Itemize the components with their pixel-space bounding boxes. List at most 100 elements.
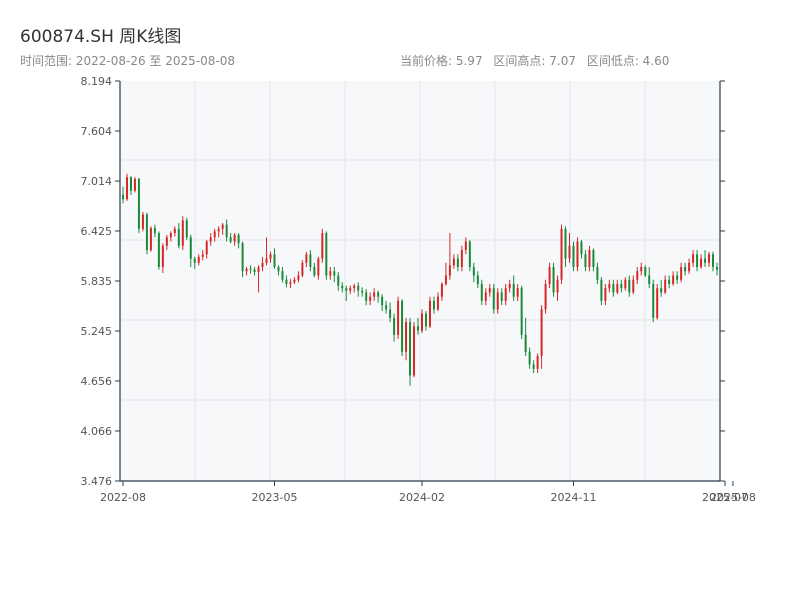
candle-body (492, 288, 495, 310)
candle-body (253, 269, 256, 273)
candle-body (409, 322, 412, 376)
candle-body (313, 267, 316, 276)
axes: 3.476 4.066 4.656 5.245 5.835 6.425 7.014 7.604… (81, 75, 756, 504)
candle-body (544, 283, 547, 310)
candle-body (201, 254, 204, 257)
candle-body (353, 285, 356, 289)
candle (341, 282, 344, 293)
candle (313, 262, 316, 278)
candle-body (221, 224, 224, 229)
candle-body (564, 228, 567, 259)
candle-body (233, 234, 236, 242)
candle (612, 279, 615, 297)
candle (436, 292, 439, 312)
candle (257, 265, 260, 293)
candle (620, 279, 623, 293)
candle-body (440, 283, 443, 297)
candle-body (668, 279, 671, 284)
candle (225, 219, 228, 242)
candle-body (257, 267, 260, 273)
candle-body (153, 228, 156, 234)
candle-body (197, 256, 200, 263)
candle (373, 288, 376, 301)
candle (333, 267, 336, 283)
candle-body (516, 288, 519, 297)
grid-lines (120, 81, 720, 481)
candle-body (648, 275, 651, 284)
candle (149, 226, 152, 252)
candle (532, 360, 535, 373)
candle (229, 233, 232, 244)
candles (122, 173, 718, 386)
candle-body (500, 292, 503, 301)
candle (349, 285, 352, 295)
candle-body (293, 279, 296, 283)
candle-body (333, 271, 336, 276)
candle-body (177, 228, 180, 246)
candle (357, 282, 360, 297)
y-tick-label: 4.066 (81, 425, 113, 438)
candle (664, 275, 667, 295)
candle-body (692, 254, 695, 263)
candle (480, 279, 483, 306)
candle (700, 254, 703, 269)
candle-body (249, 268, 252, 270)
candle (684, 262, 687, 276)
y-tick-label: 4.656 (81, 375, 113, 388)
candle-body (129, 177, 132, 191)
candle (624, 277, 627, 291)
candle-body (281, 271, 284, 280)
candle (217, 226, 220, 238)
candle-body (608, 283, 611, 289)
candle (576, 237, 579, 272)
candle (181, 216, 184, 251)
candle (329, 267, 332, 280)
candle (500, 288, 503, 306)
candle (712, 251, 715, 272)
candle-body (209, 237, 212, 242)
candle (580, 239, 583, 259)
candle (221, 222, 224, 235)
candle (628, 275, 631, 297)
y-tick-label: 5.245 (81, 325, 113, 338)
candle (253, 267, 256, 276)
candle-body (341, 285, 344, 289)
candle (452, 254, 455, 269)
candle (297, 271, 300, 283)
candle-body (417, 326, 420, 331)
y-tick-label: 8.194 (81, 75, 113, 88)
candle-body (700, 258, 703, 268)
candle-body (640, 267, 643, 272)
candle-body (444, 275, 447, 284)
candle-body (237, 234, 240, 244)
candle (424, 311, 427, 331)
candle-body (285, 279, 288, 284)
candle-body (672, 275, 675, 284)
candle (468, 239, 471, 272)
candle-body (472, 267, 475, 276)
chart-title: 600874.SH 周K线图 (20, 27, 182, 47)
candle (696, 250, 699, 272)
candle-body (448, 265, 451, 276)
candle-body (273, 254, 276, 268)
candle-body (696, 254, 699, 268)
candle-body (512, 283, 515, 297)
candle (692, 250, 695, 268)
candle-body (704, 258, 707, 263)
candle (293, 277, 296, 284)
candle (648, 267, 651, 289)
candle (321, 228, 324, 263)
candle (444, 262, 447, 286)
candle-body (436, 296, 439, 310)
candle (417, 317, 420, 335)
candle (365, 289, 368, 306)
price-stats: 当前价格: 5.97 区间高点: 7.07 区间低点: 4.60 (400, 52, 676, 69)
candle-body (708, 254, 711, 263)
candle-body (141, 214, 144, 229)
candle-body (432, 300, 435, 310)
candle (572, 241, 575, 272)
candle-body (217, 228, 220, 232)
candle (652, 279, 655, 323)
candle-body (185, 220, 188, 238)
candle-body (532, 364, 535, 369)
